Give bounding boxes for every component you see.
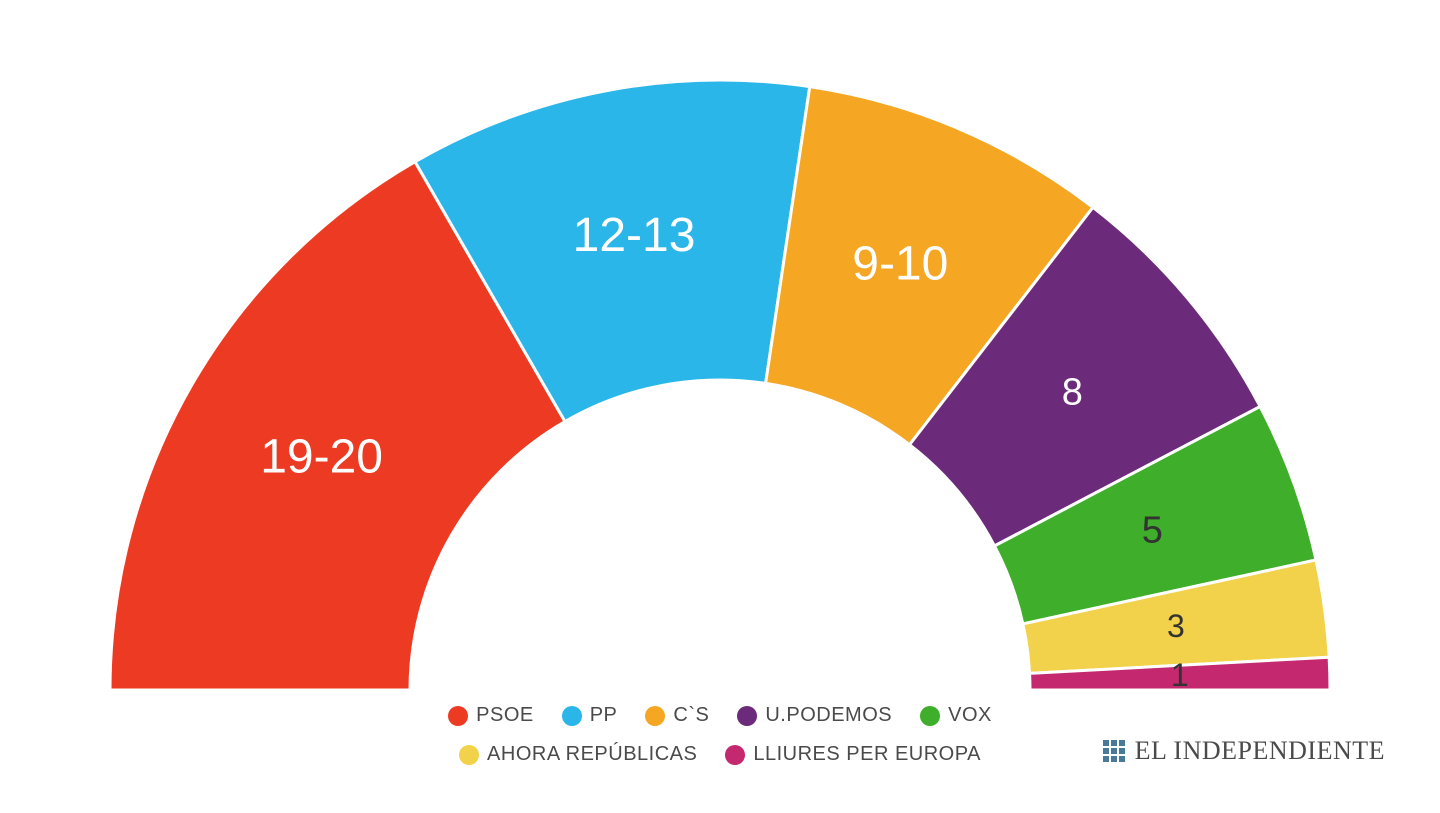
legend-swatch: [459, 745, 479, 765]
arc-label: 5: [1142, 510, 1163, 552]
legend-swatch: [725, 745, 745, 765]
legend-swatch: [562, 706, 582, 726]
legend-item: PP: [562, 704, 618, 727]
legend-label: AHORA REPÚBLICAS: [487, 743, 697, 766]
arc-label: 19-20: [260, 431, 383, 484]
legend-label: LLIURES PER EUROPA: [753, 743, 981, 766]
arc-label: 12-13: [573, 209, 696, 262]
legend-item: C`S: [645, 704, 709, 727]
legend-swatch: [737, 706, 757, 726]
arc-label: 8: [1062, 371, 1083, 413]
legend-label: VOX: [948, 704, 992, 727]
chart-svg: 19-20 12-13 9-10 8 5 3 1: [0, 0, 1440, 808]
legend-item: PSOE: [448, 704, 534, 727]
legend-item: AHORA REPÚBLICAS: [459, 743, 697, 766]
semicircle-chart: 19-20 12-13 9-10 8 5 3 1: [0, 0, 1440, 808]
legend-row: AHORA REPÚBLICAS LLIURES PER EUROPA: [459, 743, 981, 766]
brand-text: EL INDEPENDIENTE: [1135, 736, 1385, 766]
legend-item: U.PODEMOS: [737, 704, 892, 727]
legend-label: U.PODEMOS: [765, 704, 892, 727]
legend-label: C`S: [673, 704, 709, 727]
legend-row: PSOE PP C`S U.PODEMOS VOX: [448, 704, 992, 727]
legend-swatch: [920, 706, 940, 726]
legend-swatch: [645, 706, 665, 726]
legend-item: LLIURES PER EUROPA: [725, 743, 981, 766]
brand-logo: EL INDEPENDIENTE: [1103, 736, 1385, 766]
legend-swatch: [448, 706, 468, 726]
brand-grid-icon: [1103, 740, 1125, 762]
arc-label: 3: [1167, 608, 1185, 644]
arc-label: 1: [1171, 657, 1189, 693]
legend-label: PSOE: [476, 704, 534, 727]
legend-label: PP: [590, 704, 618, 727]
legend-item: VOX: [920, 704, 992, 727]
arc-label: 9-10: [852, 237, 948, 290]
